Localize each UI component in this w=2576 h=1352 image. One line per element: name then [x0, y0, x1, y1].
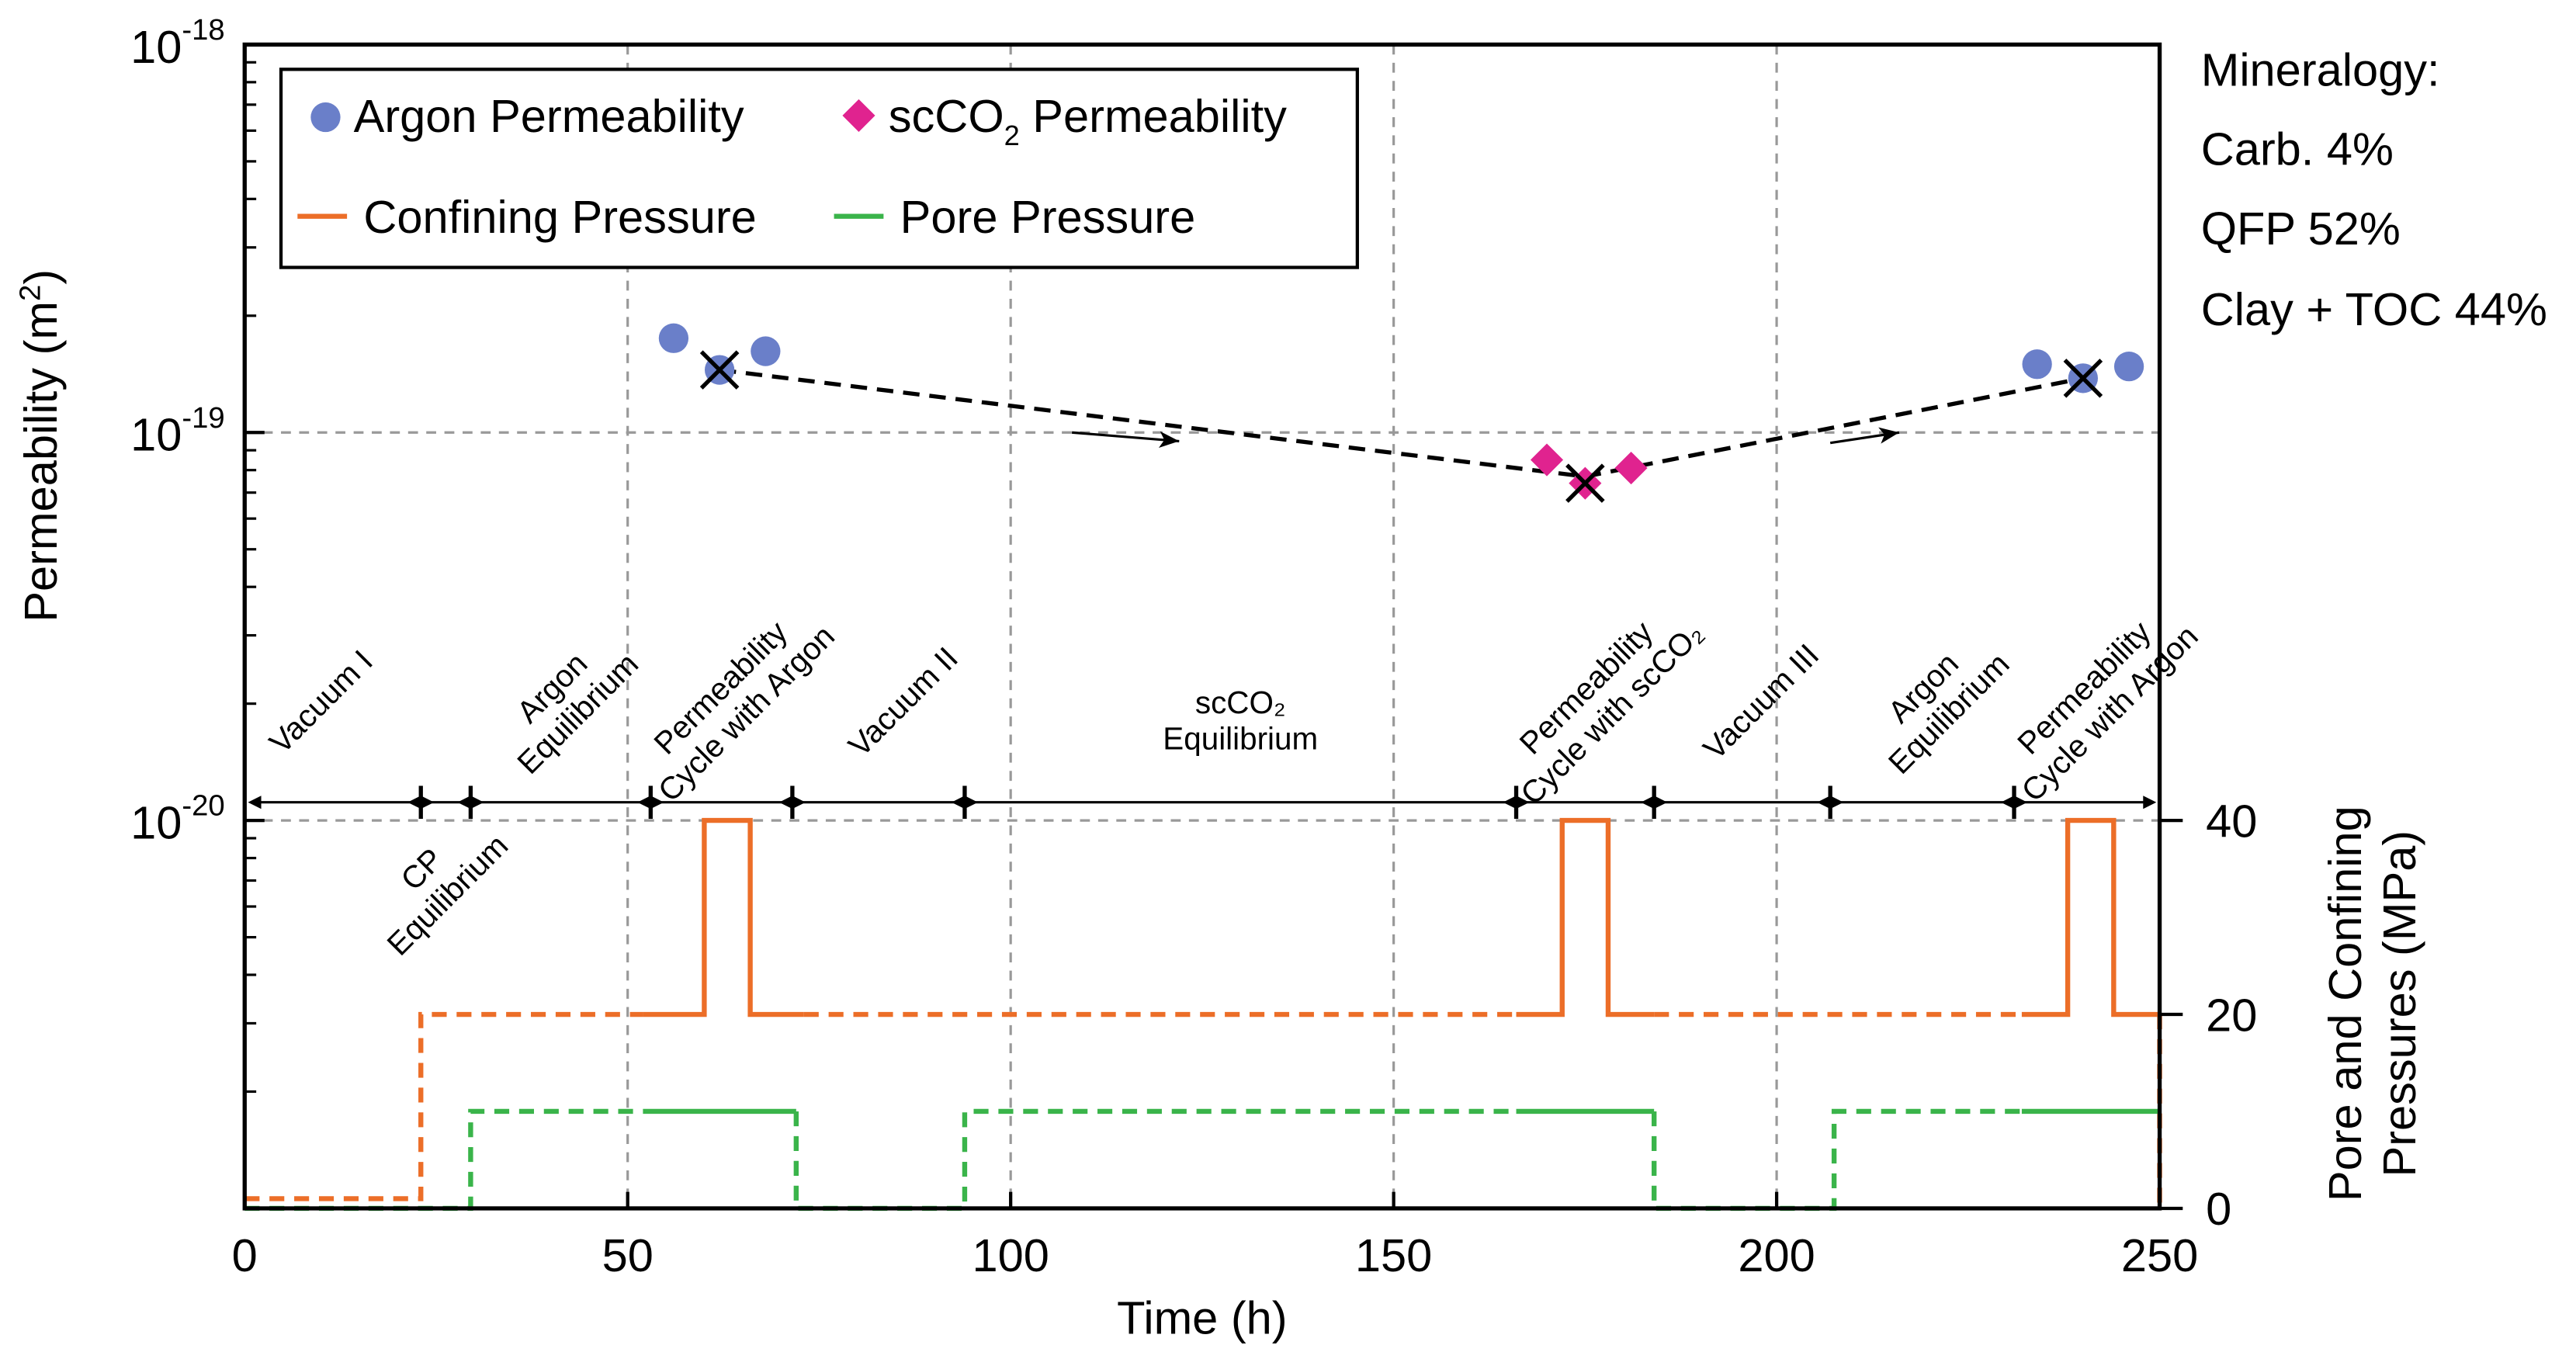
legend-scco2-label: scCO2 Permeability	[889, 90, 1287, 151]
argon-permeability-point	[2022, 349, 2052, 380]
trend-arrowhead-icon	[1878, 427, 1899, 444]
x-tick-label: 100	[972, 1229, 1049, 1281]
x-tick-label: 150	[1355, 1229, 1432, 1281]
trend-line	[719, 367, 2084, 479]
annotation-line: Mineralogy:	[2201, 44, 2440, 96]
legend-box	[279, 68, 1359, 269]
phase-boundary-arrow-icon	[1641, 796, 1668, 809]
phase-label: Vacuum II	[841, 640, 965, 763]
phase-boundary-arrow-icon	[951, 796, 978, 809]
y-right-tick-label: 40	[2206, 795, 2257, 847]
y-left-tick-label: 10-19	[130, 401, 225, 461]
trend-arrowhead-icon	[1158, 431, 1180, 448]
phase-boundary-arrow-icon	[637, 796, 664, 809]
phase-label: CPEquilibrium	[354, 802, 515, 962]
phase-boundary-arrow-icon	[2001, 796, 2028, 809]
mean-x-marker-icon	[1565, 463, 1605, 503]
y-right-tick-label: 0	[2206, 1183, 2231, 1235]
plot-frame	[242, 42, 2162, 1211]
arrowhead-right-icon	[2143, 796, 2157, 809]
phase-boundary-arrow-icon	[407, 796, 435, 809]
phase-label: scCO₂ Equilibrium	[1163, 685, 1318, 757]
legend-argon-marker	[310, 102, 341, 133]
mean-x-marker-icon	[699, 350, 740, 390]
data-points	[658, 323, 2144, 503]
phase-label: ArgonEquilibrium	[1856, 620, 2016, 781]
phase-label: Vacuum I	[262, 643, 380, 760]
x-tick-label: 200	[1738, 1229, 1815, 1281]
confining-pressure-segment	[2021, 817, 2160, 1017]
argon-permeability-point	[751, 336, 781, 366]
phase-label: PermeabilityCycle with Argon	[1988, 592, 2204, 808]
x-tick-label: 50	[602, 1229, 654, 1281]
y-axis-right-label: Pore and Confining Pressures (MPa)	[2319, 806, 2425, 1201]
phase-boundary-arrow-icon	[1817, 796, 1844, 809]
argon-permeability-point	[658, 323, 689, 353]
phase-label: PermeabilityCycle with Argon	[626, 592, 841, 808]
scco2-permeability-point	[1614, 451, 1648, 485]
arrowhead-left-icon	[248, 796, 262, 809]
confining-pressure-segment	[1516, 817, 1655, 1017]
phase-label: PermeabilityCycle with scCO₂	[1488, 589, 1710, 811]
phase-boundary-arrow-icon	[1503, 796, 1530, 809]
argon-permeability-point	[2113, 352, 2144, 382]
annotation-line: Clay + TOC 44%	[2201, 283, 2547, 335]
mineralogy-annotation: Mineralogy: Carb. 4% QFP 52% Clay + TOC …	[2201, 44, 2547, 335]
phase-boundary-arrow-icon	[778, 796, 806, 809]
legend-confining-label: Confining Pressure	[363, 191, 756, 243]
axes: 0 50 100 150 200 250 10-18 10-19 10-20 0 20 40	[130, 13, 2257, 1281]
pore-pressure-segment	[793, 1108, 1517, 1212]
trend-arrow	[1071, 431, 1180, 442]
pore-pressure-segment	[244, 1108, 643, 1212]
y-left-tick-label: 10-20	[130, 789, 225, 849]
legend-pore-label: Pore Pressure	[900, 191, 1196, 243]
x-tick-label: 0	[232, 1229, 258, 1281]
annotation-line: Carb. 4%	[2201, 123, 2394, 175]
x-tick-label: 250	[2121, 1229, 2198, 1281]
y-right-tick-label: 20	[2206, 989, 2257, 1041]
confining-pressure-segment	[244, 1011, 643, 1201]
x-axis-label: Time (h)	[1117, 1292, 1287, 1344]
confining-pressure-segment	[643, 817, 804, 1017]
phase-boundary-arrow-icon	[457, 796, 484, 809]
pore-pressure-segment	[1651, 1108, 2022, 1212]
y-left-tick-label: 10-18	[130, 13, 225, 73]
phase-label: ArgonEquilibrium	[484, 620, 645, 781]
annotation-line: QFP 52%	[2201, 203, 2401, 255]
legend: Argon Permeability scCO2 Permeability Co…	[279, 68, 1359, 269]
legend-argon-label: Argon Permeability	[354, 90, 744, 142]
y-axis-left-label: Permeability (m2)	[14, 269, 67, 622]
mean-x-marker-icon	[2063, 359, 2103, 398]
phase-label: Vacuum III	[1696, 636, 1825, 766]
scco2-permeability-point	[1530, 443, 1564, 477]
pressure-lines	[244, 817, 2162, 1212]
trend-line	[719, 367, 2084, 479]
